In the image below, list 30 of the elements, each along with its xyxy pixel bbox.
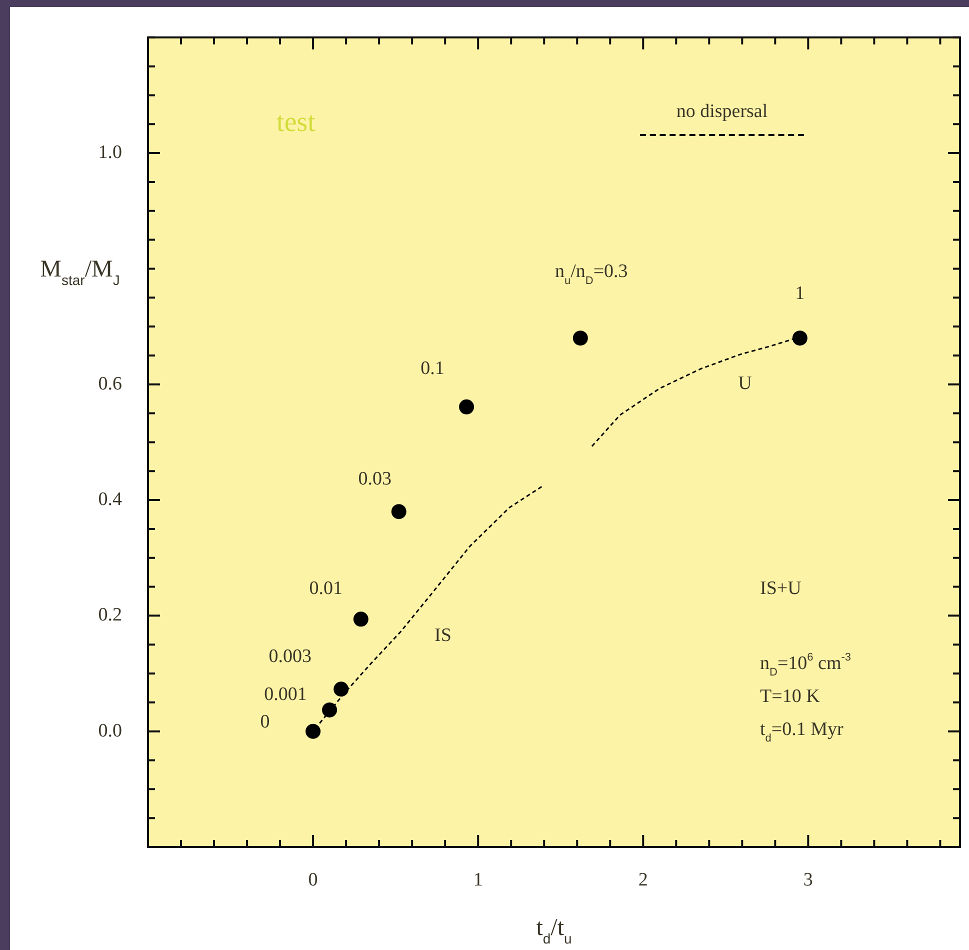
x-tick-label: 0 bbox=[308, 869, 318, 890]
annotation: T=10 K bbox=[760, 686, 820, 707]
annotation: IS bbox=[434, 625, 452, 646]
x-tick-label: 1 bbox=[473, 869, 483, 890]
y-tick-label: 0.2 bbox=[98, 604, 122, 626]
point bbox=[322, 702, 338, 718]
x-tick-label: 2 bbox=[638, 869, 648, 890]
point bbox=[306, 724, 321, 739]
point bbox=[792, 330, 808, 346]
point bbox=[572, 330, 588, 346]
annotation: 0 bbox=[260, 711, 270, 732]
point bbox=[459, 399, 474, 414]
annotation: 0.001 bbox=[264, 684, 307, 705]
point bbox=[391, 504, 406, 520]
annotation: U bbox=[738, 373, 752, 394]
annotation: 0.03 bbox=[358, 468, 392, 490]
x-tick-label: 3 bbox=[803, 869, 813, 890]
y-tick-label: 1.0 bbox=[98, 142, 122, 164]
y-tick-label: 0.6 bbox=[98, 373, 122, 394]
annotation: 0.003 bbox=[268, 646, 312, 668]
y-tick-label: 0.4 bbox=[98, 489, 122, 510]
annotation: test bbox=[276, 107, 316, 138]
annotation: 0.01 bbox=[309, 578, 343, 600]
annotation: 0.1 bbox=[420, 358, 444, 379]
annotation: IS+U bbox=[760, 578, 802, 599]
legend-item: no dispersal bbox=[640, 100, 804, 138]
y-tick-label: 0.0 bbox=[98, 720, 122, 742]
point bbox=[353, 612, 368, 627]
annotation: 1 bbox=[795, 283, 805, 304]
point bbox=[334, 682, 349, 697]
